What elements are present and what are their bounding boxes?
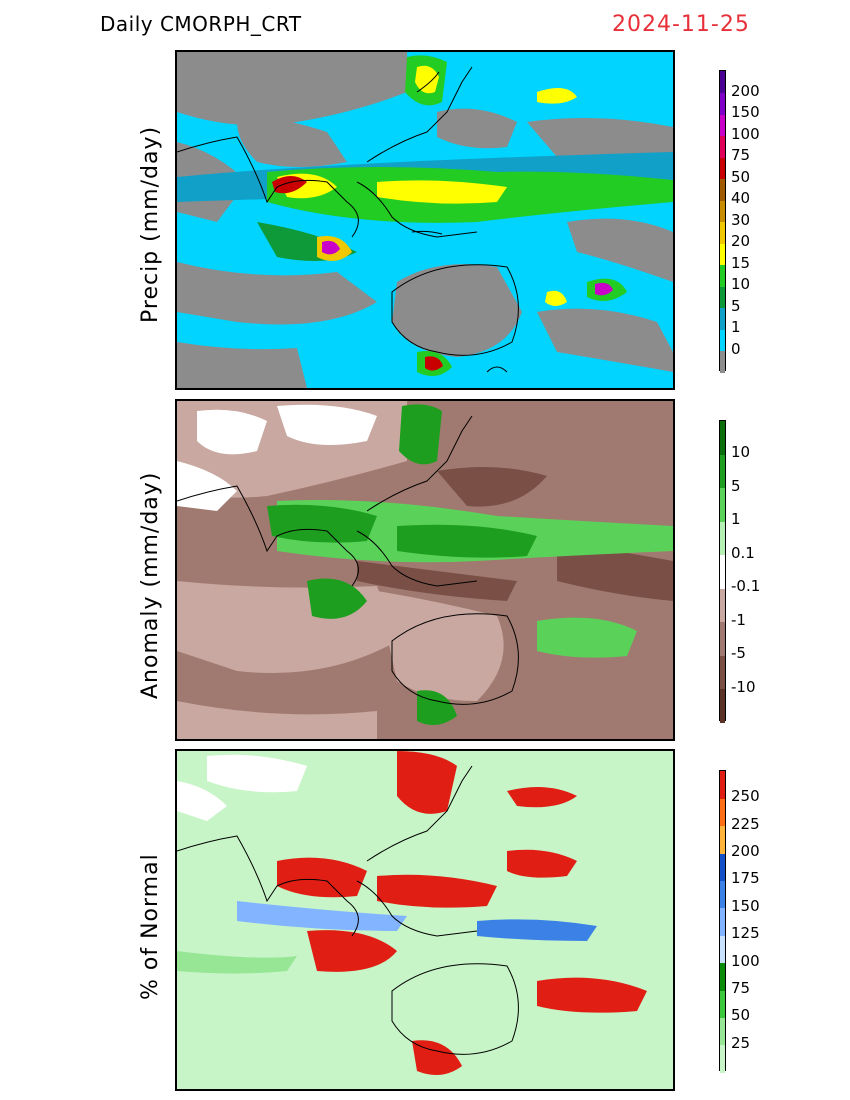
colorbar-tick-label: 10 [731,275,751,293]
colorbar-swatch [720,880,725,909]
colorbar-swatch [720,178,725,201]
precip-colorbar [719,70,726,373]
colorbar-swatch [720,286,725,308]
anomaly-axis-label: Anomaly (mm/day) [138,471,163,699]
colorbar-swatch [720,655,725,690]
colorbar-tick-label: 75 [731,978,751,997]
anomaly-colorbar [719,420,726,723]
colorbar-tick-label: 175 [731,869,760,888]
colorbar-swatch [720,907,725,936]
colorbar-swatch [720,243,725,265]
colorbar-tick-label: 225 [731,814,760,833]
colorbar-swatch [720,853,725,882]
colorbar-swatch [720,588,725,623]
colorbar-tick-label: -0.1 [731,577,761,596]
colorbar-swatch [720,1017,725,1046]
colorbar-swatch [720,521,725,556]
colorbar-swatch [720,92,725,115]
colorbar-tick-label: 150 [731,103,760,121]
colorbar-swatch [720,221,725,244]
colorbar-tick-label: 5 [731,476,741,495]
colorbar-tick-label: 1 [731,510,741,529]
colorbar-tick-label: 150 [731,896,760,915]
colorbar-swatch [720,350,725,373]
colorbar-tick-label: 50 [731,1006,751,1025]
colorbar-tick-label: 1 [731,318,741,336]
colorbar-tick-label: -5 [731,644,746,663]
colorbar-tick-label: 200 [731,81,760,100]
colorbar-tick-label: 0.1 [731,543,755,562]
colorbar-tick-label: 125 [731,924,760,943]
colorbar-swatch [720,935,725,964]
anomaly-map [175,399,675,741]
colorbar-tick-label: 100 [731,951,760,970]
colorbar-swatch [720,487,725,522]
colorbar-swatch [720,264,725,287]
precip-map [175,50,675,390]
colorbar-swatch [720,989,725,1018]
colorbar-swatch [720,454,725,489]
percent-colorbar [719,770,726,1073]
colorbar-swatch [720,1044,725,1073]
colorbar-swatch [720,688,725,723]
colorbar-swatch [720,621,725,656]
colorbar-swatch [720,798,725,827]
colorbar-tick-label: 20 [731,232,751,250]
colorbar-tick-label: 250 [731,787,760,806]
colorbar-tick-label: -1 [731,610,746,629]
colorbar-tick-label: 50 [731,167,751,186]
colorbar-swatch [720,962,725,991]
colorbar-swatch [720,200,725,222]
colorbar-tick-label: 25 [731,1033,751,1052]
colorbar-tick-label: 15 [731,253,751,272]
colorbar-swatch [720,135,725,158]
colorbar-tick-label: 10 [731,443,751,462]
colorbar-swatch [720,157,725,179]
colorbar-swatch [720,421,725,455]
date-label: 2024-11-25 [612,12,750,37]
colorbar-swatch [720,554,725,589]
product-title: Daily CMORPH_CRT [100,12,302,36]
percent-map [175,749,675,1091]
colorbar-tick-label: 40 [731,189,751,207]
colorbar-tick-label: 200 [731,842,760,861]
percent-axis-label: % of Normal [138,853,163,1000]
colorbar-tick-label: -10 [731,677,756,696]
colorbar-swatch [720,114,725,136]
colorbar-swatch [720,329,725,351]
colorbar-swatch [720,307,725,330]
colorbar-tick-label: 75 [731,146,751,164]
precip-axis-label: Precip (mm/day) [138,125,163,323]
colorbar-swatch [720,771,725,799]
colorbar-tick-label: 30 [731,210,751,229]
colorbar-tick-label: 0 [731,339,741,358]
colorbar-swatch [720,71,725,93]
colorbar-tick-label: 5 [731,296,741,315]
colorbar-swatch [720,825,725,854]
colorbar-tick-label: 100 [731,124,760,143]
